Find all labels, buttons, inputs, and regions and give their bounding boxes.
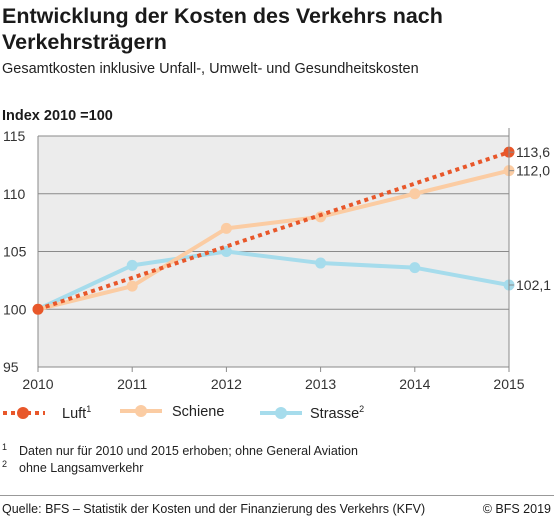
series-line-strasse — [37, 249, 510, 312]
data-point-strasse — [409, 262, 421, 274]
end-label-luft: 113,6 — [516, 144, 550, 160]
footnote-2-mark: 2 — [2, 459, 8, 469]
y-axis-title: Index 2010 =100 — [2, 108, 113, 124]
legend-item-schiene: Schiene — [118, 404, 224, 420]
footnote-2: 2 ohne Langsamverkehr — [2, 459, 143, 475]
chart-title: Entwicklung der Kosten des Verkehrs nach… — [2, 4, 443, 54]
x-tick-label: 2015 — [493, 376, 524, 390]
legend-item-luft: Luft1 — [0, 404, 91, 422]
y-tick-label: 115 — [3, 128, 26, 144]
legend-label-strasse: Strasse — [310, 405, 360, 422]
y-tick-label: 100 — [3, 301, 27, 317]
y-tick-label: 105 — [3, 244, 27, 260]
legend-label-schiene: Schiene — [172, 404, 225, 420]
y-tick-label: 110 — [3, 186, 26, 202]
footnote-1: 1 Daten nur für 2010 und 2015 erhoben; oh… — [2, 442, 358, 458]
legend-label-luft: Luft — [62, 405, 87, 422]
data-point-strasse — [315, 257, 327, 269]
legend-swatch-schiene — [120, 405, 162, 417]
x-tick-label: 2013 — [305, 376, 336, 390]
end-label-schiene: 112,0 — [516, 163, 550, 179]
x-tick-label: 2011 — [117, 376, 147, 390]
x-tick-label: 2010 — [22, 376, 53, 390]
chart-subtitle: Gesamtkosten inklusive Unfall-, Umwelt- … — [2, 61, 419, 77]
footnote-1-text: Daten nur für 2010 und 2015 erhoben; ohn… — [19, 444, 358, 459]
legend-footnote-strasse: 2 — [359, 404, 365, 414]
source-note: Quelle: BFS – Statistik der Kosten und d… — [2, 502, 426, 516]
legend-swatch-luft — [3, 406, 45, 419]
footnote-1-mark: 1 — [2, 442, 8, 452]
data-point-schiene — [220, 222, 232, 234]
data-point-strasse — [126, 259, 138, 271]
data-point-schiene — [409, 188, 421, 200]
copyright: © BFS 2019 — [482, 502, 551, 516]
x-tick-label: 2012 — [211, 376, 242, 390]
end-label-strasse: 102,1 — [516, 277, 551, 293]
series-line-luft — [37, 150, 510, 312]
legend-swatch-strasse — [260, 406, 302, 419]
footer-divider — [0, 495, 554, 496]
data-point-schiene — [126, 280, 138, 292]
line-chart: Index 2010 =100 95 100 105 110 115 2010 2011 201… — [2, 108, 551, 390]
y-tick-label: 95 — [3, 359, 19, 375]
series-line-schiene — [37, 168, 510, 312]
footnote-2-text: ohne Langsamverkehr — [19, 461, 144, 476]
legend-footnote-luft: 1 — [86, 404, 92, 414]
x-tick-label: 2014 — [399, 376, 430, 390]
legend-item-strasse: Strasse2 — [258, 404, 364, 422]
data-point-luft — [32, 303, 44, 315]
